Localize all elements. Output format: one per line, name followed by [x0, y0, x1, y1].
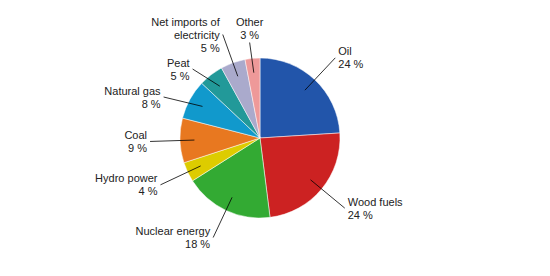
svg-text:Hydro power4 %: Hydro power4 %	[95, 172, 158, 197]
svg-text:Other3 %: Other3 %	[236, 16, 264, 41]
svg-text:Net imports ofelectricity5 %: Net imports ofelectricity5 %	[151, 16, 220, 54]
svg-text:Wood fuels24 %: Wood fuels24 %	[348, 196, 403, 221]
svg-text:Nuclear energy18 %: Nuclear energy18 %	[136, 225, 211, 250]
svg-text:Peat5 %: Peat5 %	[167, 57, 190, 82]
svg-text:Coal9 %: Coal9 %	[124, 129, 147, 154]
svg-text:Oil24 %: Oil24 %	[338, 45, 363, 70]
svg-text:Natural gas8 %: Natural gas8 %	[104, 85, 161, 110]
